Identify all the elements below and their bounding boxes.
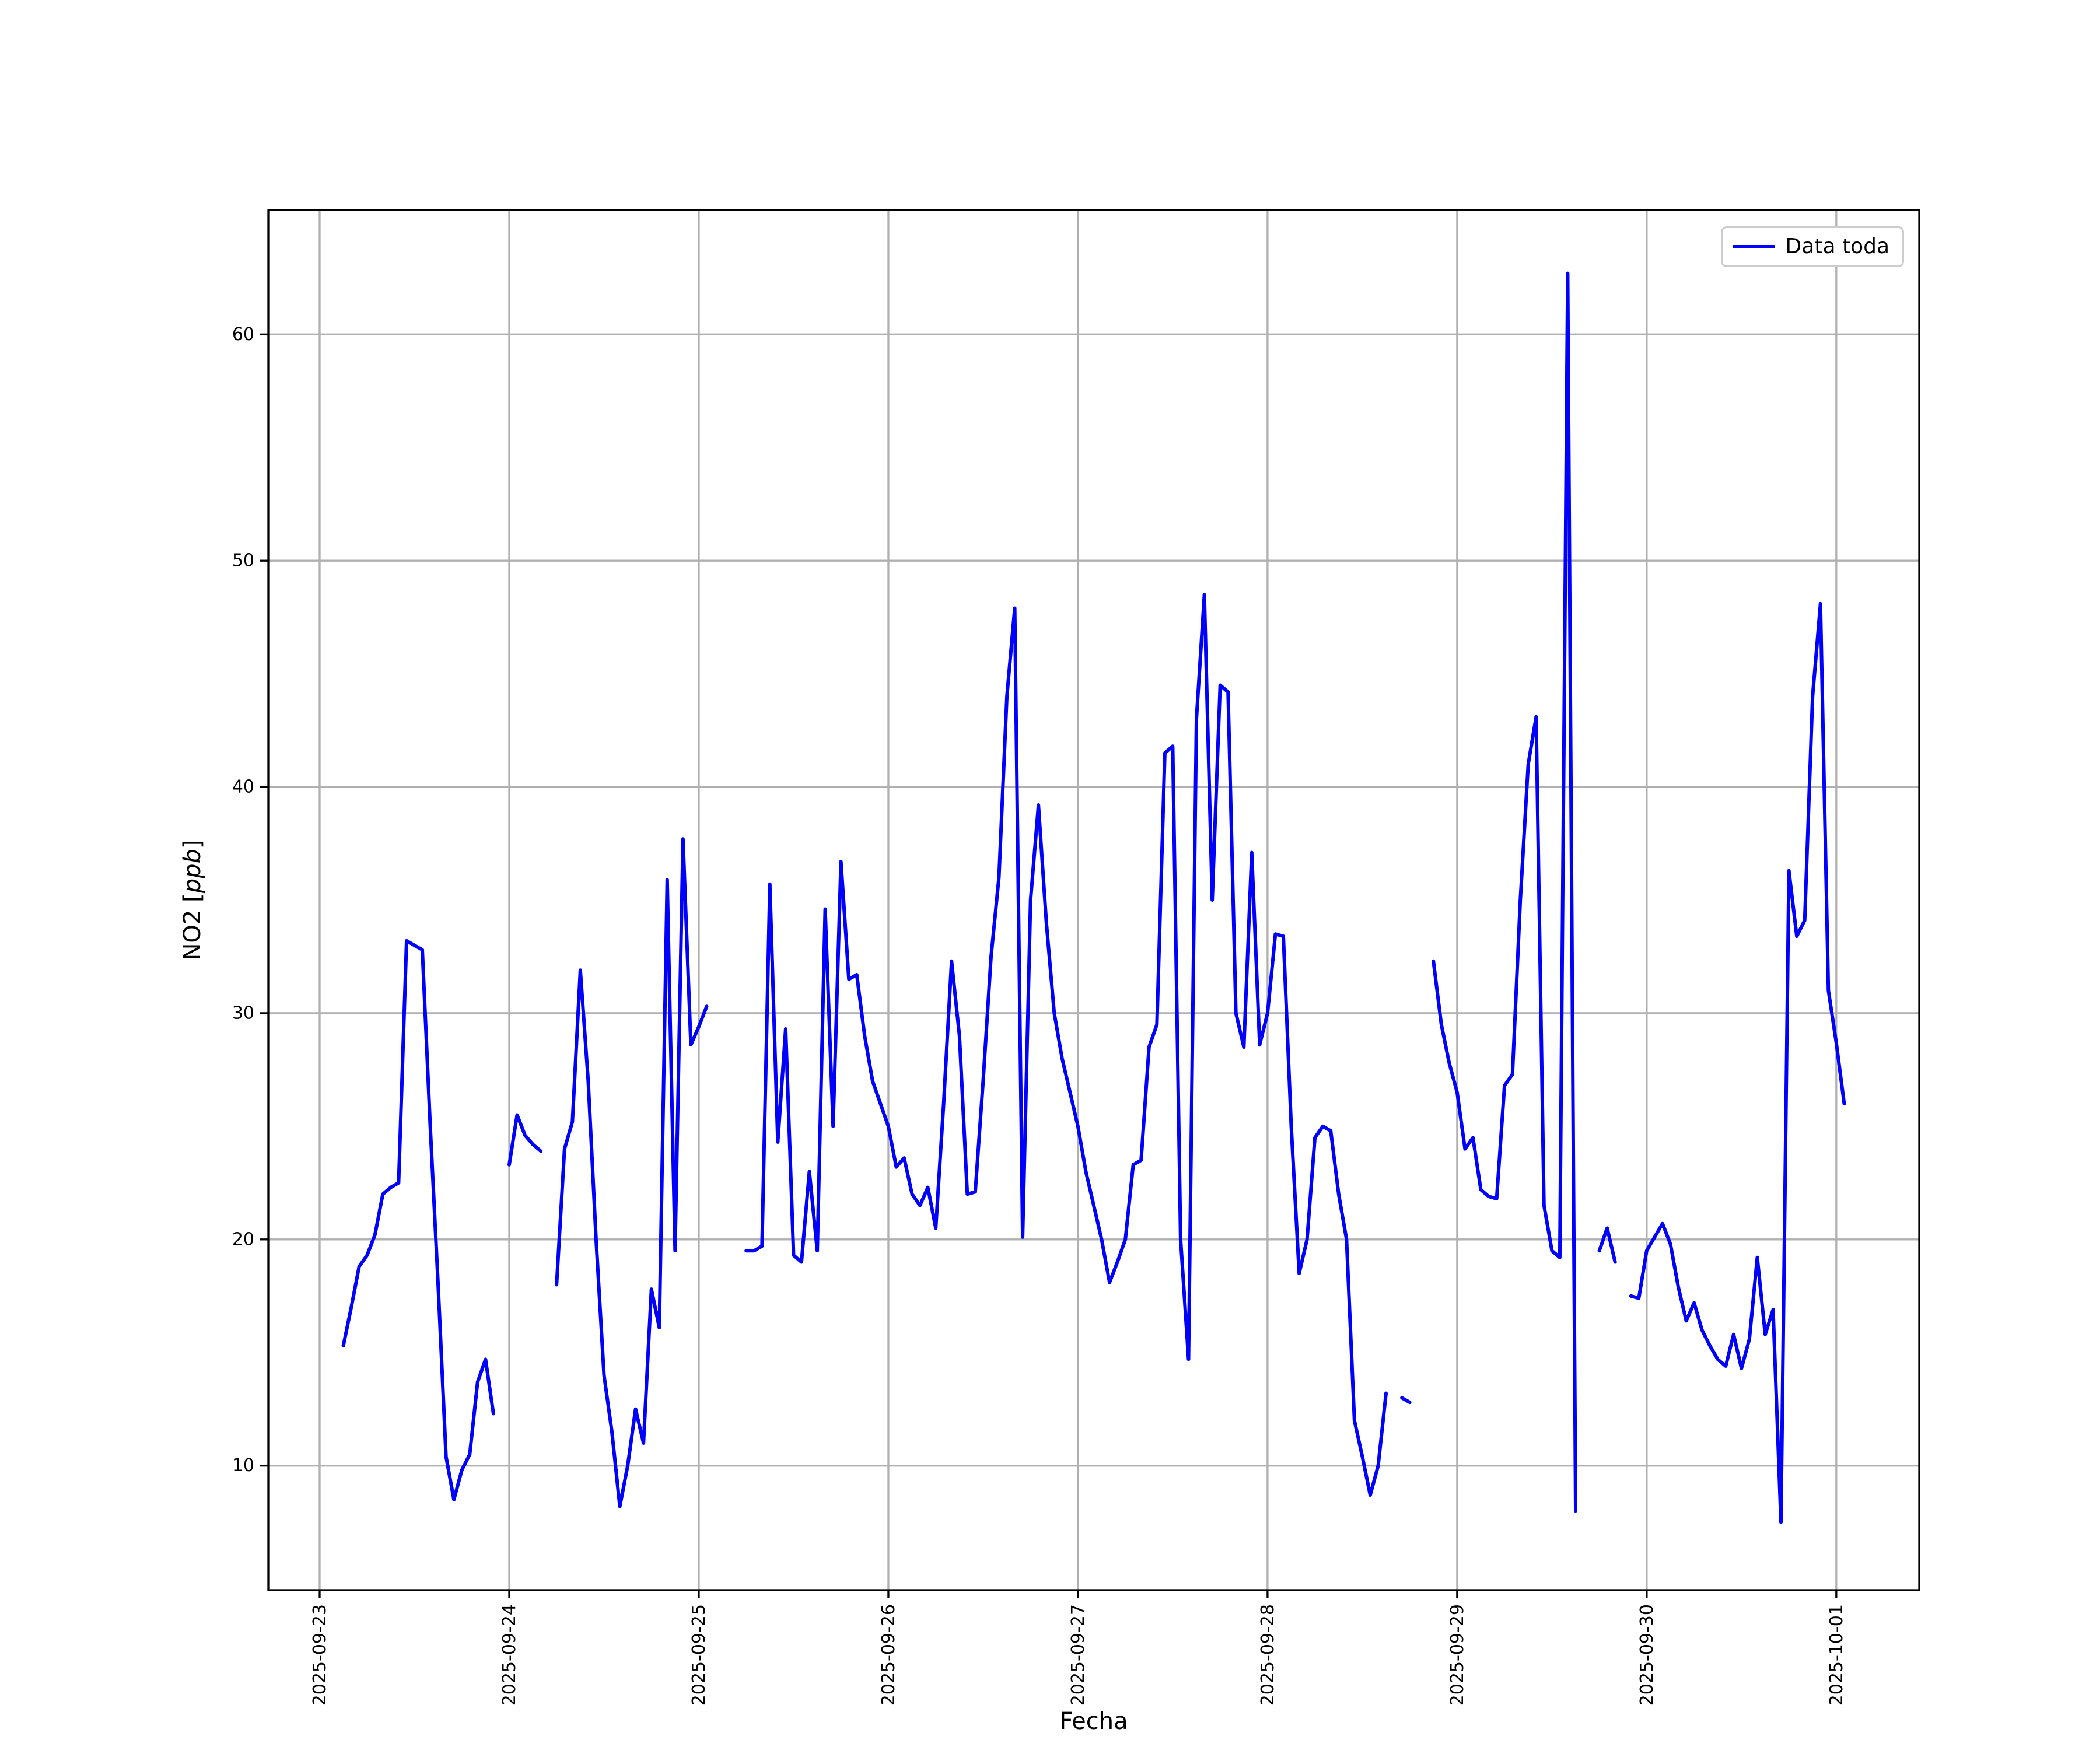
x-tick-label: 2025-09-28 [1258, 1604, 1278, 1706]
legend-label: Data toda [1785, 235, 1889, 258]
x-tick-label: 2025-09-26 [878, 1604, 899, 1706]
x-axis-label: Fecha [1059, 1708, 1128, 1735]
legend: Data toda [1720, 226, 1904, 267]
x-tick-label: 2025-09-23 [310, 1604, 330, 1706]
legend-line-sample [1732, 244, 1775, 249]
y-axis-label: NO2 [ppb] [179, 840, 206, 961]
y-tick-label: 20 [232, 1229, 254, 1250]
data-series-line [341, 271, 1846, 1524]
x-tick-label: 2025-09-30 [1637, 1604, 1657, 1706]
y-tick-label: 10 [232, 1455, 254, 1476]
x-tick-label: 2025-09-27 [1068, 1604, 1088, 1706]
y-tick-label: 50 [232, 551, 254, 571]
x-tick-label: 2025-10-01 [1826, 1604, 1847, 1706]
x-tick-label: 2025-09-25 [689, 1604, 709, 1706]
y-tick-label: 60 [232, 324, 254, 345]
y-axis-label-suffix: ] [179, 839, 206, 849]
y-tick-label: 30 [232, 1003, 254, 1023]
y-tick-label: 40 [232, 777, 254, 797]
x-tick-label: 2025-09-24 [499, 1604, 520, 1706]
x-tick-label: 2025-09-29 [1447, 1604, 1468, 1706]
axes-border [267, 209, 1920, 1591]
y-axis-label-units: ppb [179, 849, 206, 894]
y-axis-label-prefix: NO2 [ [179, 893, 206, 961]
